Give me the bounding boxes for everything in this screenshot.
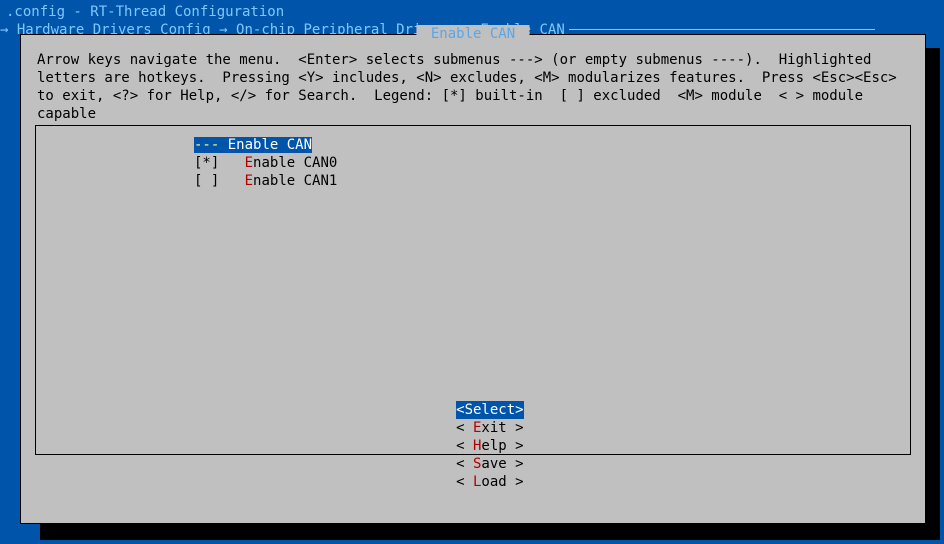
menu-item-label: nable CAN1	[253, 173, 337, 189]
menu-item-bracket: ---	[194, 137, 219, 153]
select-button[interactable]: <Select>	[456, 401, 523, 419]
btn-open: <	[456, 402, 464, 418]
button-bar: <Select> < Exit > < Help > < Save > < Lo…	[21, 383, 925, 509]
breadcrumb-rule	[569, 29, 875, 30]
breadcrumb-arrow: →	[0, 22, 17, 38]
dialog-title: Enable CAN	[416, 25, 529, 43]
btn-open: <	[456, 420, 473, 436]
btn-rest: elect	[473, 402, 515, 418]
btn-rest: xit	[481, 420, 515, 436]
menu-item-enable-can1[interactable]: [ ] Enable CAN1	[36, 172, 910, 190]
menu-item-label: nable CAN0	[253, 155, 337, 171]
btn-close: >	[515, 420, 523, 436]
btn-close: >	[515, 402, 523, 418]
menu-item-bracket: [ ]	[194, 173, 219, 189]
btn-rest: elp	[481, 438, 515, 454]
help-button[interactable]: < Help >	[456, 437, 523, 455]
btn-rest: ave	[481, 456, 515, 472]
btn-rest: oad	[481, 474, 515, 490]
menu-item-label: Enable CAN	[219, 137, 312, 153]
btn-open: <	[456, 438, 473, 454]
btn-close: >	[515, 456, 523, 472]
menu-item-hotkey: E	[245, 155, 253, 171]
btn-close: >	[515, 438, 523, 454]
exit-button[interactable]: < Exit >	[456, 419, 523, 437]
save-button[interactable]: < Save >	[456, 455, 523, 473]
menu-item-enable-can[interactable]: --- Enable CAN	[36, 136, 910, 154]
dialog: Enable CAN Arrow keys navigate the menu.…	[20, 34, 926, 524]
menu-item-hotkey: E	[245, 173, 253, 189]
menu-item-enable-can0[interactable]: [*] Enable CAN0	[36, 154, 910, 172]
dialog-help-text: Arrow keys navigate the menu. <Enter> se…	[21, 35, 925, 123]
window-title: .config - RT-Thread Configuration	[0, 0, 944, 21]
btn-open: <	[456, 456, 473, 472]
btn-open: <	[456, 474, 473, 490]
load-button[interactable]: < Load >	[456, 473, 523, 491]
menu-item-bracket: [*]	[194, 155, 219, 171]
btn-hotkey: S	[465, 402, 473, 418]
btn-close: >	[515, 474, 523, 490]
